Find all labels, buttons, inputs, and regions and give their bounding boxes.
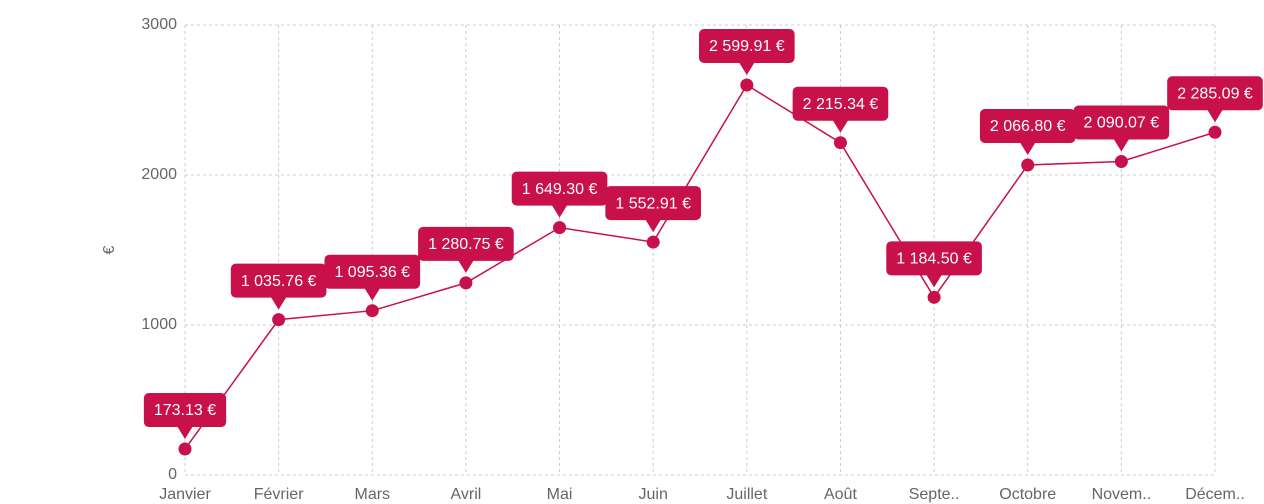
label-pointer: [270, 296, 287, 310]
x-tick-label: Février: [254, 486, 304, 503]
data-label: 1 035.76 €: [230, 263, 327, 310]
data-label: 1 095.36 €: [324, 254, 421, 301]
label-box: [979, 108, 1076, 143]
data-label: 2 599.91 €: [699, 29, 795, 76]
point: [927, 290, 941, 304]
data-label-text: 1 095.36 €: [334, 264, 410, 281]
x-tick-label: Juillet: [726, 486, 767, 503]
data-label-text: 2 285.09 €: [1177, 85, 1253, 102]
label-box: [792, 86, 889, 121]
label-box: [605, 186, 701, 221]
data-label-text: 1 552.91 €: [615, 195, 691, 212]
label-pointer: [926, 274, 943, 288]
label-box: [143, 393, 227, 428]
data-label: 2 285.09 €: [1167, 76, 1263, 123]
point: [272, 313, 286, 327]
data-label-text: 2 090.07 €: [1084, 115, 1160, 132]
x-tick-label: Octobre: [999, 486, 1056, 503]
label-pointer: [551, 204, 568, 218]
data-label-text: 1 649.30 €: [522, 181, 598, 198]
label-box: [418, 226, 514, 261]
label-box: [324, 254, 421, 289]
data-label: 2 215.34 €: [792, 86, 889, 133]
y-tick-label: 2000: [141, 166, 177, 183]
point: [1208, 125, 1222, 139]
label-pointer: [738, 62, 755, 76]
data-label: 1 184.50 €: [886, 241, 982, 288]
label-box: [511, 171, 608, 206]
data-label: 1 280.75 €: [418, 226, 514, 273]
label-box: [1073, 105, 1170, 140]
data-label-text: 2 215.34 €: [803, 96, 879, 113]
y-tick-label: 3000: [141, 16, 177, 33]
label-pointer: [1019, 141, 1036, 155]
label-pointer: [177, 426, 193, 440]
x-tick-label: Janvier: [159, 486, 211, 503]
data-label: 1 552.91 €: [605, 186, 701, 233]
x-tick-label: Avril: [450, 486, 481, 503]
point: [553, 221, 567, 235]
point: [833, 136, 847, 150]
x-tick-label: Mai: [547, 486, 573, 503]
data-label-text: 173.13 €: [154, 402, 216, 419]
point: [365, 304, 379, 318]
y-tick-label: 0: [168, 466, 177, 483]
y-axis-label: €: [101, 245, 118, 254]
point: [1114, 154, 1128, 168]
point: [740, 78, 754, 92]
data-label: 2 066.80 €: [979, 108, 1076, 155]
label-box: [230, 263, 327, 298]
point: [1021, 158, 1035, 172]
line: [184, 83, 1216, 450]
x-tick-label: Mars: [354, 486, 390, 503]
point: [646, 235, 660, 249]
data-label: 173.13 €: [143, 393, 227, 440]
label-pointer: [1207, 109, 1223, 123]
data-label-text: 1 035.76 €: [241, 273, 317, 290]
label-box: [886, 241, 982, 276]
label-pointer: [832, 119, 849, 133]
data-label-text: 2 066.80 €: [990, 118, 1066, 135]
x-tick-label: Décem..: [1185, 486, 1245, 503]
y-tick-label: 1000: [141, 316, 177, 333]
point: [459, 276, 473, 290]
label-pointer: [1113, 138, 1130, 152]
x-tick-label: Août: [824, 486, 857, 503]
data-label-text: 1 280.75 €: [428, 236, 504, 253]
x-tick-label: Juin: [639, 486, 668, 503]
label-pointer: [457, 259, 474, 273]
label-box: [699, 29, 795, 64]
data-label: 1 649.30 €: [511, 171, 608, 218]
label-pointer: [364, 287, 381, 301]
data-label: 2 090.07 €: [1073, 105, 1170, 152]
x-tick-label: Novem..: [1092, 486, 1152, 503]
label-pointer: [645, 219, 662, 233]
point: [178, 442, 192, 456]
x-tick-label: Septe..: [909, 486, 960, 503]
label-box: [1167, 76, 1263, 111]
data-label-text: 2 599.91 €: [709, 38, 785, 55]
data-label-text: 1 184.50 €: [896, 251, 972, 268]
